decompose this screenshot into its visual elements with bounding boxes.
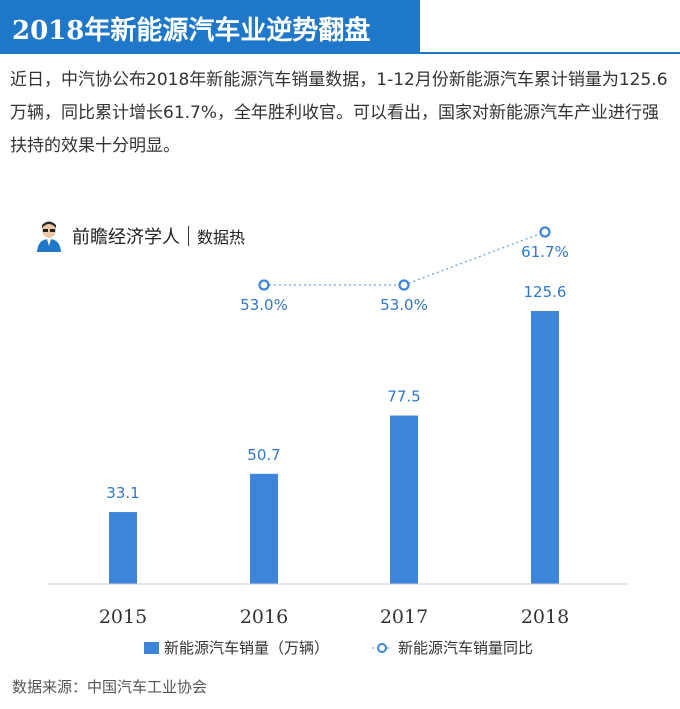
legend-line-label: 新能源汽车销量同比: [398, 639, 533, 657]
bar-2018: [531, 311, 559, 584]
x-tick-label-2018: 2018: [521, 606, 569, 628]
header: 2018年新能源汽车业逆势翻盘: [0, 0, 680, 56]
page-title: 2018年新能源汽车业逆势翻盘: [12, 16, 371, 46]
growth-line-segment: [403, 231, 546, 286]
x-tick-label-2017: 2017: [380, 606, 428, 628]
legend-bar-swatch: [144, 642, 159, 654]
data-source: 数据来源：中国汽车工业协会: [12, 678, 208, 696]
brand-divider: [188, 226, 189, 246]
bar-value-label-2017: 77.5: [387, 388, 420, 406]
bar-value-label-2018: 125.6: [524, 283, 567, 301]
title-bar: 2018年新能源汽车业逆势翻盘: [0, 0, 420, 52]
x-tick-label-2016: 2016: [240, 606, 288, 628]
bar-2016: [250, 473, 278, 584]
growth-label-2016: 53.0%: [240, 296, 288, 314]
x-tick-label-2015: 2015: [99, 606, 147, 628]
legend-line-marker: [377, 643, 387, 653]
title-underline: [0, 52, 680, 54]
brand-name: 前瞻经济学人: [72, 227, 180, 248]
growth-label-2017: 53.0%: [380, 296, 428, 314]
growth-label-2018: 61.7%: [521, 243, 569, 261]
growth-point-2016: [258, 279, 270, 291]
brand-subtitle: 数据热: [197, 228, 246, 247]
brand: 前瞻经济学人 数据热: [34, 220, 245, 252]
bar-2017: [390, 415, 418, 584]
economist-avatar-icon: [37, 221, 61, 252]
growth-point-2018: [539, 226, 551, 238]
bar-2015: [109, 512, 137, 584]
growth-point-2017: [398, 279, 410, 291]
bar-value-label-2016: 50.7: [247, 446, 280, 464]
bar-value-label-2015: 33.1: [106, 484, 139, 502]
intro-paragraph: 近日，中汽协公布2018年新能源汽车销量数据，1-12月份新能源汽车累计销量为1…: [10, 70, 668, 156]
legend-bar-label: 新能源汽车销量（万辆）: [164, 639, 329, 657]
